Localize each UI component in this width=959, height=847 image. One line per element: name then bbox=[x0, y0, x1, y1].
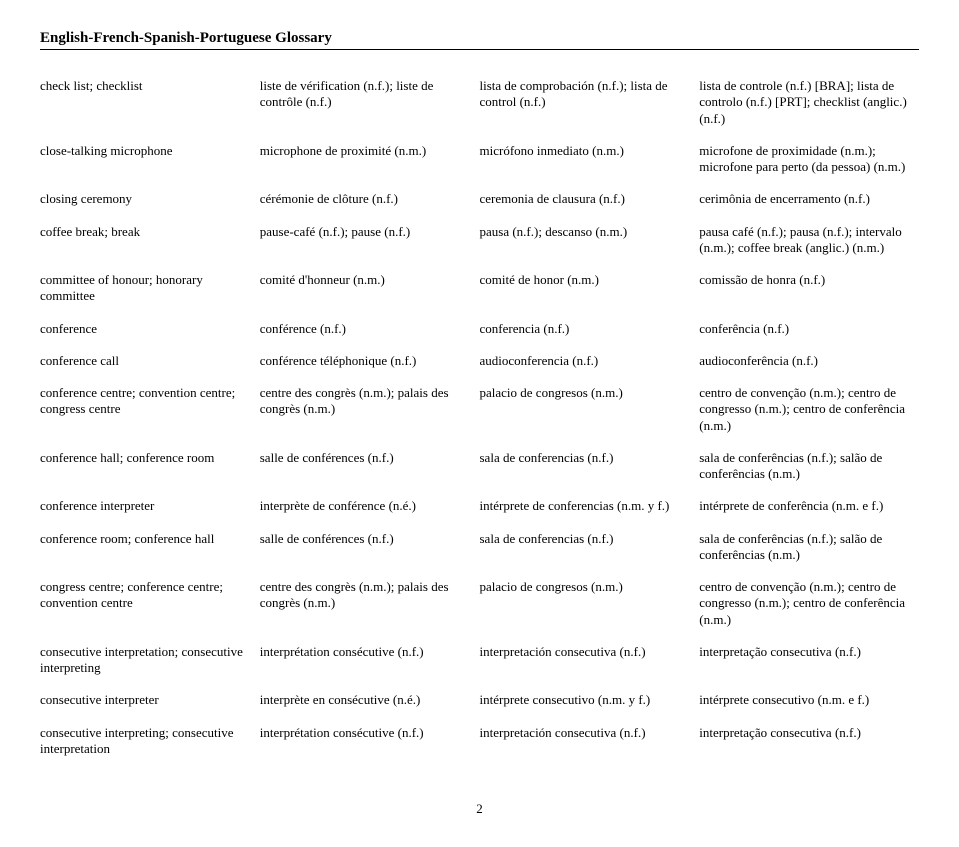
cell-es: palacio de congresos (n.m.) bbox=[480, 579, 700, 644]
cell-es: intérprete de conferencias (n.m. y f.) bbox=[480, 498, 700, 530]
cell-pt: centro de convenção (n.m.); centro de co… bbox=[699, 579, 919, 644]
table-row: coffee break; breakpause-café (n.f.); pa… bbox=[40, 224, 919, 273]
table-row: committee of honour; honorary committeec… bbox=[40, 272, 919, 321]
cell-pt: interpretação consecutiva (n.f.) bbox=[699, 644, 919, 693]
cell-fr: centre des congrès (n.m.); palais des co… bbox=[260, 385, 480, 450]
cell-es: interpretación consecutiva (n.f.) bbox=[480, 644, 700, 693]
cell-fr: conférence téléphonique (n.f.) bbox=[260, 353, 480, 385]
cell-fr: interprétation consécutive (n.f.) bbox=[260, 725, 480, 774]
cell-en: conference bbox=[40, 321, 260, 353]
cell-es: interpretación consecutiva (n.f.) bbox=[480, 725, 700, 774]
cell-es: sala de conferencias (n.f.) bbox=[480, 531, 700, 580]
cell-es: comité de honor (n.m.) bbox=[480, 272, 700, 321]
cell-en: conference call bbox=[40, 353, 260, 385]
cell-es: conferencia (n.f.) bbox=[480, 321, 700, 353]
cell-en: consecutive interpreting; consecutive in… bbox=[40, 725, 260, 774]
cell-en: consecutive interpretation; consecutive … bbox=[40, 644, 260, 693]
cell-fr: interprétation consécutive (n.f.) bbox=[260, 644, 480, 693]
cell-es: palacio de congresos (n.m.) bbox=[480, 385, 700, 450]
cell-pt: cerimônia de encerramento (n.f.) bbox=[699, 191, 919, 223]
table-row: conference interpreterinterprète de conf… bbox=[40, 498, 919, 530]
cell-es: intérprete consecutivo (n.m. y f.) bbox=[480, 692, 700, 724]
cell-en: close-talking microphone bbox=[40, 143, 260, 192]
table-row: consecutive interpreterinterprète en con… bbox=[40, 692, 919, 724]
cell-pt: conferência (n.f.) bbox=[699, 321, 919, 353]
table-row: congress centre; conference centre; conv… bbox=[40, 579, 919, 644]
cell-pt: pausa café (n.f.); pausa (n.f.); interva… bbox=[699, 224, 919, 273]
cell-es: pausa (n.f.); descanso (n.m.) bbox=[480, 224, 700, 273]
cell-pt: sala de conferências (n.f.); salão de co… bbox=[699, 450, 919, 499]
cell-fr: cérémonie de clôture (n.f.) bbox=[260, 191, 480, 223]
cell-pt: lista de controle (n.f.) [BRA]; lista de… bbox=[699, 78, 919, 143]
cell-fr: salle de conférences (n.f.) bbox=[260, 450, 480, 499]
table-row: consecutive interpretation; consecutive … bbox=[40, 644, 919, 693]
cell-pt: sala de conferências (n.f.); salão de co… bbox=[699, 531, 919, 580]
cell-es: sala de conferencias (n.f.) bbox=[480, 450, 700, 499]
cell-pt: comissão de honra (n.f.) bbox=[699, 272, 919, 321]
cell-es: ceremonia de clausura (n.f.) bbox=[480, 191, 700, 223]
cell-fr: interprète de conférence (n.é.) bbox=[260, 498, 480, 530]
page-number: 2 bbox=[40, 801, 919, 817]
cell-en: congress centre; conference centre; conv… bbox=[40, 579, 260, 644]
cell-fr: comité d'honneur (n.m.) bbox=[260, 272, 480, 321]
table-row: conference centre; convention centre; co… bbox=[40, 385, 919, 450]
table-row: check list; checklistliste de vérificati… bbox=[40, 78, 919, 143]
cell-en: check list; checklist bbox=[40, 78, 260, 143]
cell-fr: conférence (n.f.) bbox=[260, 321, 480, 353]
cell-pt: centro de convenção (n.m.); centro de co… bbox=[699, 385, 919, 450]
cell-en: closing ceremony bbox=[40, 191, 260, 223]
cell-en: consecutive interpreter bbox=[40, 692, 260, 724]
page-title: English-French-Spanish-Portuguese Glossa… bbox=[40, 30, 919, 50]
table-row: conference callconférence téléphonique (… bbox=[40, 353, 919, 385]
cell-es: micrófono inmediato (n.m.) bbox=[480, 143, 700, 192]
table-row: conference hall; conference roomsalle de… bbox=[40, 450, 919, 499]
cell-en: coffee break; break bbox=[40, 224, 260, 273]
cell-pt: intérprete de conferência (n.m. e f.) bbox=[699, 498, 919, 530]
cell-fr: microphone de proximité (n.m.) bbox=[260, 143, 480, 192]
glossary-table: check list; checklistliste de vérificati… bbox=[40, 78, 919, 773]
cell-pt: intérprete consecutivo (n.m. e f.) bbox=[699, 692, 919, 724]
cell-en: conference hall; conference room bbox=[40, 450, 260, 499]
cell-en: committee of honour; honorary committee bbox=[40, 272, 260, 321]
cell-en: conference centre; convention centre; co… bbox=[40, 385, 260, 450]
cell-es: lista de comprobación (n.f.); lista de c… bbox=[480, 78, 700, 143]
cell-fr: liste de vérification (n.f.); liste de c… bbox=[260, 78, 480, 143]
table-row: close-talking microphonemicrophone de pr… bbox=[40, 143, 919, 192]
table-row: conference room; conference hallsalle de… bbox=[40, 531, 919, 580]
cell-pt: interpretação consecutiva (n.f.) bbox=[699, 725, 919, 774]
cell-pt: audioconferência (n.f.) bbox=[699, 353, 919, 385]
cell-fr: centre des congrès (n.m.); palais des co… bbox=[260, 579, 480, 644]
cell-pt: microfone de proximidade (n.m.); microfo… bbox=[699, 143, 919, 192]
cell-fr: pause-café (n.f.); pause (n.f.) bbox=[260, 224, 480, 273]
table-row: closing ceremonycérémonie de clôture (n.… bbox=[40, 191, 919, 223]
cell-es: audioconferencia (n.f.) bbox=[480, 353, 700, 385]
table-row: conferenceconférence (n.f.)conferencia (… bbox=[40, 321, 919, 353]
table-row: consecutive interpreting; consecutive in… bbox=[40, 725, 919, 774]
cell-fr: salle de conférences (n.f.) bbox=[260, 531, 480, 580]
cell-fr: interprète en consécutive (n.é.) bbox=[260, 692, 480, 724]
cell-en: conference interpreter bbox=[40, 498, 260, 530]
cell-en: conference room; conference hall bbox=[40, 531, 260, 580]
